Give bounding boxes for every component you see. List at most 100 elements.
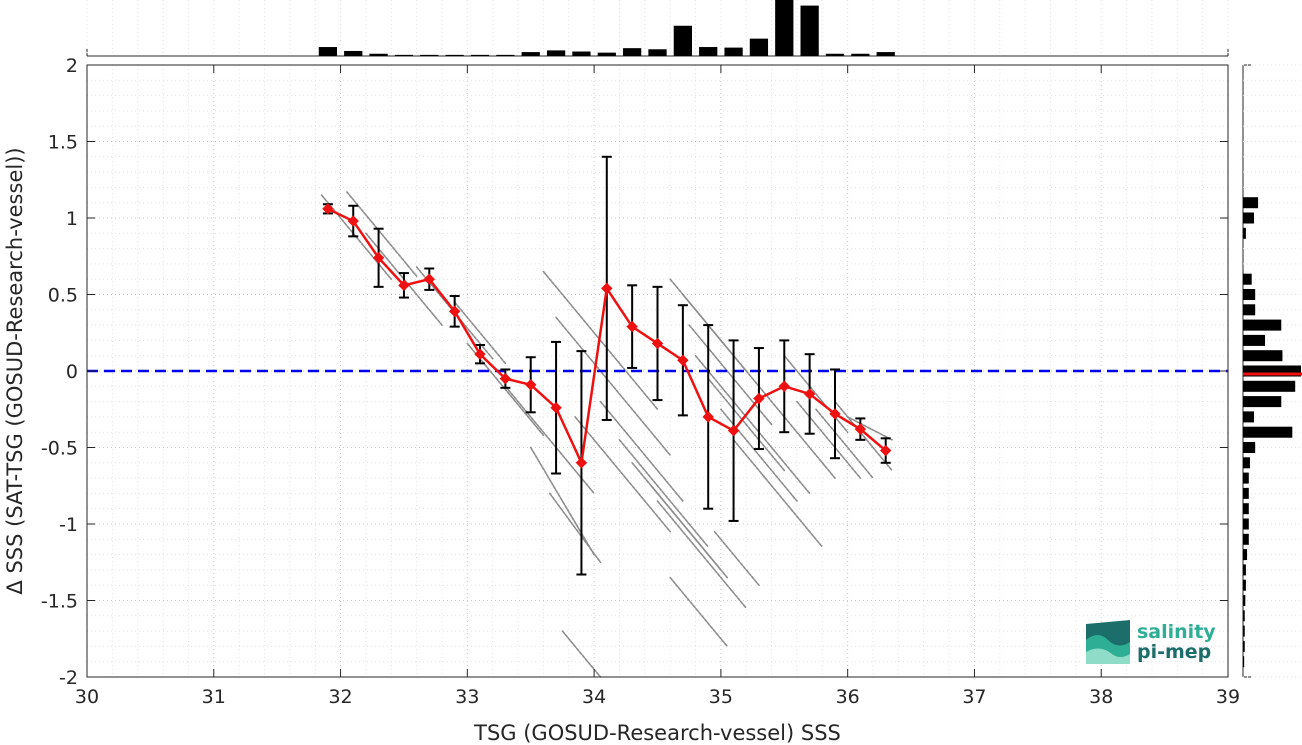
logo-wave-light (1086, 648, 1130, 664)
y-tick-label: 1 (66, 208, 78, 230)
mean-marker (778, 380, 790, 393)
right-histogram-bar (1243, 610, 1245, 622)
scatter-point-segment (346, 191, 418, 277)
top-histogram-bar (825, 53, 845, 56)
mean-marker (448, 305, 461, 318)
scatter-point-segment (758, 385, 836, 479)
right-histogram-bar (1243, 579, 1246, 591)
right-histogram-bar (1243, 656, 1245, 668)
scatter-point-segment (846, 416, 893, 441)
y-axis-title: Δ SSS (SAT-TSG (GOSUD-Research-vessel)) (3, 147, 27, 594)
mean-marker (499, 372, 512, 385)
scatter-point-segment (796, 400, 862, 479)
scatter-point-segment (732, 439, 824, 548)
y-tick-label: -0.5 (41, 438, 78, 460)
top-histogram-bar (724, 47, 743, 56)
scatter-point-segment (834, 400, 893, 472)
scatter-point-segment (618, 439, 710, 548)
top-histogram-bar (623, 48, 642, 56)
scatter-point-segment (599, 400, 684, 502)
top-histogram-bar (394, 54, 414, 56)
top-histogram-bar (572, 51, 591, 56)
scatter-point-segment (688, 324, 773, 426)
right-histogram-bar (1243, 457, 1250, 469)
top-histogram-bar (775, 0, 794, 56)
x-tick-label: 30 (75, 686, 99, 708)
top-histogram-bar (876, 52, 895, 56)
mean-markers (322, 203, 892, 469)
y-tick-label: -1.5 (41, 591, 78, 613)
mean-marker (398, 279, 410, 292)
scatter-point-segment (713, 530, 760, 587)
mean-marker (651, 337, 664, 350)
scatter-point-segment (548, 492, 602, 564)
x-tick-label: 38 (1089, 686, 1113, 708)
mean-marker (753, 392, 765, 405)
right-histogram-bar (1243, 594, 1246, 607)
x-tick-label: 33 (455, 686, 479, 708)
right-histogram-bar (1243, 304, 1256, 316)
scatter-point-segment (529, 446, 595, 556)
right-histogram-bar (1243, 487, 1249, 499)
mean-marker (550, 402, 562, 414)
top-histogram-bar (851, 53, 870, 56)
scatter-point-segment (682, 293, 760, 388)
mean-marker (525, 379, 537, 391)
scatter-point-segment (694, 354, 811, 495)
salinity-pi-mep-logo: salinity pi-mep (1086, 620, 1216, 664)
right-histogram-bar (1243, 197, 1259, 209)
top-histogram-bar (546, 50, 566, 56)
logo-line1: salinity (1137, 621, 1216, 643)
right-histogram-bar (1243, 549, 1248, 561)
x-tick-label: 35 (709, 686, 733, 708)
scatter-point-segment (504, 385, 595, 495)
mean-marker (347, 215, 359, 227)
right-histogram (1242, 64, 1302, 678)
y-tick-label: 0.5 (48, 285, 78, 307)
logo-wave-icon (1086, 620, 1130, 664)
scatter-point-segment (669, 576, 729, 648)
y-tick-label: -1 (59, 514, 78, 536)
right-histogram-bar (1243, 334, 1266, 346)
top-histogram-bar (749, 38, 769, 56)
mean-marker (423, 273, 436, 285)
error-bars (322, 155, 891, 576)
x-ticks: 30 31 32 33 34 35 36 37 38 39 (75, 65, 1240, 708)
logo-line2: pi-mep (1137, 641, 1211, 663)
right-histogram-bar (1243, 441, 1256, 454)
right-histogram-bar (1243, 319, 1282, 331)
right-histogram-bar (1243, 273, 1252, 285)
right-histogram-bar (1243, 365, 1301, 377)
top-histogram-bar (470, 54, 490, 56)
right-histogram-bar (1243, 625, 1245, 637)
scatter-point-segment (815, 408, 874, 479)
right-histogram-bar (1243, 640, 1245, 652)
scatter-point-segment (783, 354, 849, 434)
y-tick-label: -2 (59, 667, 78, 689)
mean-marker (727, 424, 740, 437)
mean-marker (601, 282, 613, 295)
right-histogram-bar (1243, 518, 1249, 530)
scatter-point-segment (707, 377, 786, 472)
mean-marker (575, 457, 588, 469)
x-tick-label: 39 (1216, 686, 1240, 708)
right-histogram-bar (1243, 564, 1246, 576)
top-histogram-bar (445, 54, 464, 56)
scatter-point-segment (650, 484, 729, 579)
x-axis-title: TSG (GOSUD-Research-vessel) SSS (473, 721, 841, 745)
right-histogram-bar (1243, 212, 1255, 224)
right-histogram-bar (1243, 426, 1293, 438)
right-histogram-bar (1243, 380, 1296, 392)
scatter-point-segment (656, 500, 748, 609)
mean-marker (474, 348, 486, 360)
right-histogram-bar (1243, 503, 1249, 515)
top-histogram-bar (699, 47, 718, 56)
x-tick-label: 36 (836, 686, 860, 708)
mean-marker (829, 408, 841, 420)
x-tick-label: 37 (962, 686, 986, 708)
scatter-point-segment (574, 416, 671, 533)
top-histogram-bar (420, 54, 439, 56)
top-histogram-bar (344, 50, 363, 56)
x-tick-label: 32 (328, 686, 352, 708)
mean-marker (677, 354, 689, 366)
